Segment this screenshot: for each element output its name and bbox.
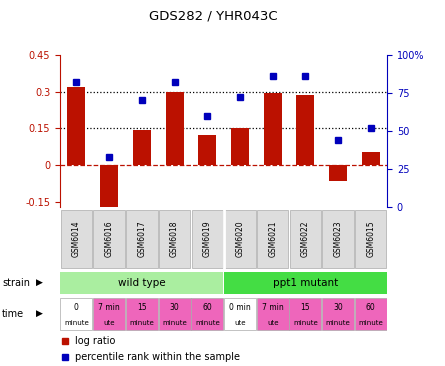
Text: 0 min: 0 min xyxy=(229,303,251,313)
Text: minute: minute xyxy=(326,320,351,325)
Text: GSM6019: GSM6019 xyxy=(203,220,212,257)
Bar xyxy=(126,298,158,330)
Text: 15: 15 xyxy=(137,303,147,313)
Bar xyxy=(289,298,321,330)
Text: minute: minute xyxy=(64,320,89,325)
Text: minute: minute xyxy=(293,320,318,325)
Text: minute: minute xyxy=(358,320,383,325)
Bar xyxy=(231,128,249,165)
Text: GSM6016: GSM6016 xyxy=(105,220,113,257)
Text: GSM6022: GSM6022 xyxy=(301,221,310,257)
Text: 0: 0 xyxy=(74,303,79,313)
Bar xyxy=(290,210,321,268)
Text: minute: minute xyxy=(162,320,187,325)
Bar xyxy=(224,298,256,330)
Bar xyxy=(93,210,125,268)
Text: time: time xyxy=(2,309,24,319)
Bar xyxy=(198,135,216,165)
Text: GSM6023: GSM6023 xyxy=(334,220,343,257)
Bar xyxy=(355,210,387,268)
Text: ▶: ▶ xyxy=(36,278,43,287)
Text: 7 min: 7 min xyxy=(262,303,283,313)
Text: ute: ute xyxy=(267,320,279,325)
Bar xyxy=(296,95,314,165)
Text: ute: ute xyxy=(234,320,246,325)
Bar xyxy=(93,298,125,330)
Text: wild type: wild type xyxy=(118,278,166,288)
Bar xyxy=(224,272,387,294)
Bar xyxy=(133,130,151,165)
Text: GSM6017: GSM6017 xyxy=(138,220,146,257)
Text: ppt1 mutant: ppt1 mutant xyxy=(273,278,338,288)
Text: 7 min: 7 min xyxy=(98,303,120,313)
Bar xyxy=(159,210,190,268)
Text: GDS282 / YHR043C: GDS282 / YHR043C xyxy=(149,9,278,22)
Bar xyxy=(257,298,289,330)
Text: strain: strain xyxy=(2,278,30,288)
Bar xyxy=(61,210,92,268)
Bar xyxy=(61,298,93,330)
Text: ▶: ▶ xyxy=(36,309,43,318)
Bar xyxy=(362,152,380,165)
Text: 60: 60 xyxy=(366,303,376,313)
Text: GSM6014: GSM6014 xyxy=(72,220,81,257)
Bar xyxy=(166,92,183,165)
Bar xyxy=(224,210,256,268)
Bar xyxy=(322,298,354,330)
Text: 15: 15 xyxy=(300,303,310,313)
Bar xyxy=(126,210,158,268)
Text: GSM6018: GSM6018 xyxy=(170,221,179,257)
Bar xyxy=(61,272,223,294)
Bar xyxy=(100,165,118,207)
Text: 30: 30 xyxy=(333,303,343,313)
Text: log ratio: log ratio xyxy=(75,336,115,346)
Bar xyxy=(191,210,223,268)
Bar xyxy=(329,165,347,181)
Bar xyxy=(322,210,354,268)
Text: minute: minute xyxy=(129,320,154,325)
Text: GSM6020: GSM6020 xyxy=(235,220,244,257)
Text: 30: 30 xyxy=(170,303,179,313)
Bar xyxy=(264,93,282,165)
Bar xyxy=(257,210,288,268)
Bar xyxy=(158,298,190,330)
Text: GSM6015: GSM6015 xyxy=(366,220,375,257)
Text: GSM6021: GSM6021 xyxy=(268,221,277,257)
Bar xyxy=(68,87,85,165)
Bar xyxy=(355,298,387,330)
Text: 60: 60 xyxy=(202,303,212,313)
Text: percentile rank within the sample: percentile rank within the sample xyxy=(75,352,240,362)
Text: ute: ute xyxy=(103,320,115,325)
Bar xyxy=(191,298,223,330)
Text: minute: minute xyxy=(195,320,220,325)
